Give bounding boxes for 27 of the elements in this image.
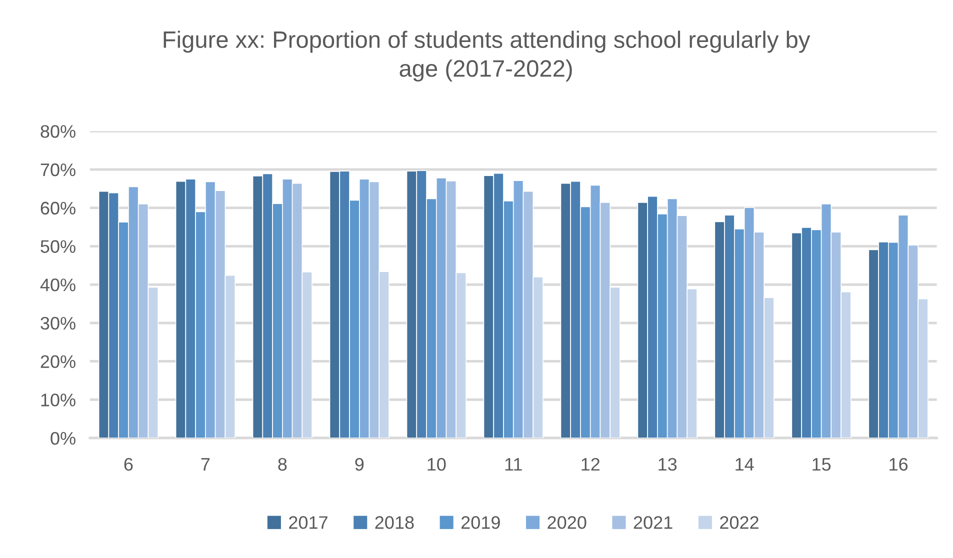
legend-label: 2022 <box>720 516 758 529</box>
x-tick-label: 16 <box>890 458 908 471</box>
y-tick-label: 0% <box>50 432 76 445</box>
y-tick-label: 70% <box>40 163 76 176</box>
chart-title: Figure xx: Proportion of students attending school regularly by age (2017-2022) <box>164 30 810 82</box>
y-tick-label: 40% <box>40 278 76 292</box>
legend-label: 2019 <box>461 516 500 529</box>
y-tick-label: 20% <box>40 355 76 368</box>
y-tick-label: 80% <box>40 125 76 138</box>
x-tick-label: 6 <box>124 458 133 471</box>
legend-label: 2017 <box>289 516 328 529</box>
x-tick-label: 13 <box>658 458 677 471</box>
legend-label: 2020 <box>548 516 586 529</box>
x-tick-label: 9 <box>355 458 364 471</box>
y-tick-label: 10% <box>41 394 76 406</box>
x-tick-label: 7 <box>201 458 210 471</box>
y-tick-label: 30% <box>40 316 76 330</box>
x-tick-label: 14 <box>736 458 754 471</box>
y-tick-label: 50% <box>40 240 76 253</box>
x-tick-label: 11 <box>505 458 522 471</box>
legend-label: 2021 <box>634 516 672 529</box>
y-tick-label: 60% <box>40 202 76 215</box>
x-tick-label: 8 <box>278 458 287 471</box>
x-tick-label: 15 <box>812 458 831 471</box>
x-tick-label: 10 <box>428 458 446 471</box>
x-tick-label: 12 <box>582 458 600 471</box>
legend-label: 2018 <box>375 516 414 529</box>
